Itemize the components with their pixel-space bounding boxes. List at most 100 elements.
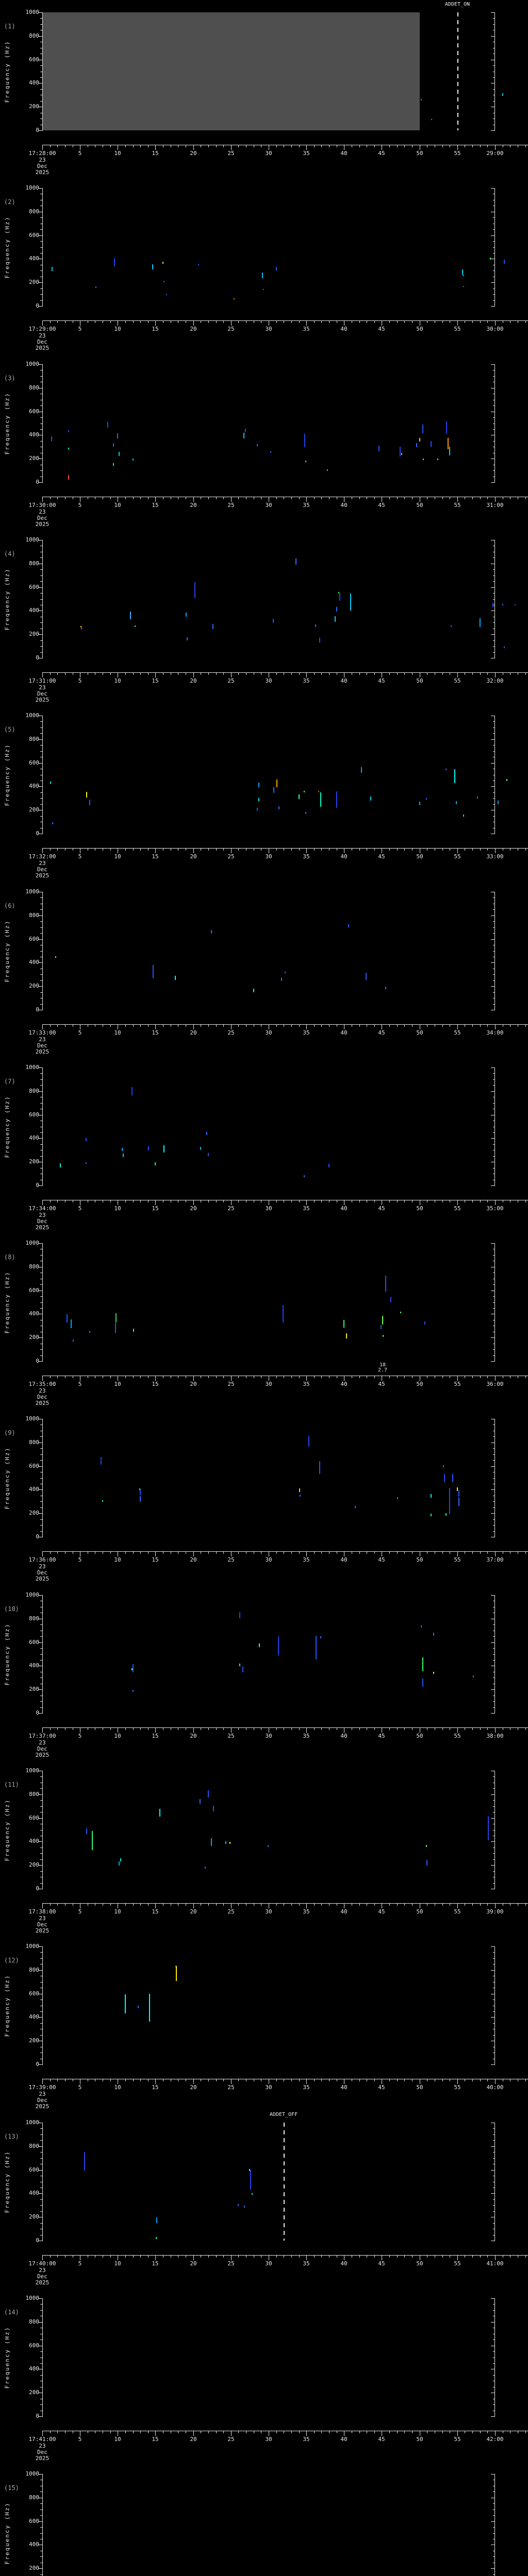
y-tick-label: 200 [29, 806, 39, 813]
whistle-mark [68, 430, 69, 432]
x-minor-tick [133, 145, 134, 147]
whistle-mark [273, 619, 274, 623]
y-tick-label: 0 [36, 2061, 39, 2067]
y-minor-tick [493, 581, 495, 582]
x-minor-tick [208, 848, 209, 851]
y-axis-left-spine [42, 12, 43, 131]
x-tick-label: 5 [78, 2084, 82, 2091]
y-tick-label: 200 [29, 982, 39, 989]
whistle-mark [81, 627, 82, 630]
whistle-mark [452, 1474, 453, 1482]
y-major-tick [38, 1970, 42, 1971]
y-major-tick [491, 2017, 495, 2018]
y-minor-tick [40, 1355, 42, 1356]
x-major-tick [495, 1376, 496, 1381]
whistle-mark [122, 1148, 123, 1151]
y-minor-tick [40, 405, 42, 406]
whistle-mark [263, 289, 264, 290]
x-minor-tick [389, 1903, 390, 1906]
x-minor-tick [276, 1200, 277, 1202]
x-minor-tick [321, 1551, 322, 1554]
panel-number-label: (7) [4, 1078, 15, 1085]
x-tick-label: 10 [114, 326, 121, 332]
whistle-mark [390, 1297, 391, 1302]
y-major-tick [38, 1794, 42, 1795]
x-tick-label: 5 [78, 502, 82, 509]
whistle-mark [268, 1845, 269, 1847]
x-tick-label: 55 [454, 2436, 461, 2443]
y-minor-tick [40, 1349, 42, 1350]
x-minor-tick [133, 1200, 134, 1202]
y-minor-tick [40, 1800, 42, 1801]
y-minor-tick [493, 241, 495, 242]
y-major-tick [38, 1642, 42, 1643]
y-tick-label: 600 [29, 936, 39, 942]
x-minor-tick [480, 2079, 481, 2081]
x-tick-label: 35 [303, 2436, 310, 2443]
x-minor-tick [50, 1376, 51, 1378]
x-major-tick [155, 1727, 156, 1733]
x-minor-tick [314, 320, 315, 323]
y-minor-tick [493, 2556, 495, 2557]
y-major-tick [38, 1818, 42, 1819]
y-minor-tick [40, 1871, 42, 1872]
x-minor-tick [133, 1727, 134, 1730]
y-major-tick [38, 1946, 42, 1947]
whistle-mark [115, 1323, 116, 1333]
x-tick-label: 5 [78, 1733, 82, 1739]
whistle-mark [133, 1329, 134, 1332]
x-minor-tick [299, 2431, 300, 2433]
y-minor-tick [493, 2199, 495, 2200]
whistle-mark [52, 267, 53, 271]
x-tick-label: 25 [227, 2260, 235, 2267]
y-minor-tick [40, 1525, 42, 1526]
x-tick-label: 40 [340, 1205, 348, 1212]
x-major-tick [457, 848, 458, 853]
spectrogram-panel: 0 200 400 600 800 1000 17:30:00 5 10 15 20 25 30 35 40… [0, 352, 528, 528]
date-line-label: 23 [39, 1036, 46, 1043]
x-minor-tick [133, 320, 134, 323]
y-major-tick [491, 1713, 495, 1714]
x-minor-tick [525, 1903, 526, 1906]
y-minor-tick [493, 2310, 495, 2311]
date-line-label: 23 [39, 2443, 46, 2449]
whistle-mark [444, 1474, 445, 1482]
x-minor-tick [110, 145, 111, 147]
date-line-label: 23 [39, 509, 46, 515]
x-tick-label: 55 [454, 1556, 461, 1563]
date-line-label: Dec [37, 2449, 47, 2455]
whistle-mark [67, 1314, 68, 1323]
y-major-tick [491, 2298, 495, 2299]
whistle-mark [457, 1487, 458, 1491]
y-tick-label: 1000 [25, 712, 40, 719]
y-tick-label: 600 [29, 2342, 39, 2349]
y-minor-tick [40, 2503, 42, 2504]
y-major-tick [491, 1091, 495, 1092]
y-minor-tick [40, 2152, 42, 2153]
y-axis-left-spine [42, 1243, 43, 1362]
whistle-mark [153, 965, 154, 978]
spectrogram-panel: 0 200 400 600 800 1000 17:37:00 5 10 15 20 25 30 35 40… [0, 1583, 528, 1758]
y-minor-tick [40, 1648, 42, 1649]
x-tick-label: 5 [78, 150, 82, 157]
x-minor-tick [397, 320, 398, 323]
panel-number-label: (8) [4, 1253, 15, 1261]
x-major-tick [155, 1903, 156, 1908]
x-end-time-label: 42:00 [486, 2436, 504, 2443]
y-major-tick [38, 1689, 42, 1690]
whistle-mark [401, 453, 402, 455]
x-tick-label: 25 [227, 1029, 235, 1036]
date-line-label: Dec [37, 866, 47, 873]
whistle-mark [378, 446, 380, 451]
x-minor-tick [487, 1200, 488, 1202]
x-minor-tick [299, 2255, 300, 2258]
x-major-tick [193, 497, 194, 502]
x-minor-tick [57, 1727, 58, 1730]
x-tick-label: 25 [227, 2436, 235, 2443]
x-tick-label: 55 [454, 2084, 461, 2091]
y-minor-tick [40, 992, 42, 993]
y-tick-label: 0 [36, 479, 39, 485]
y-tick-label: 200 [29, 1686, 39, 1692]
y-tick-label: 200 [29, 1510, 39, 1516]
y-minor-tick [40, 1707, 42, 1708]
